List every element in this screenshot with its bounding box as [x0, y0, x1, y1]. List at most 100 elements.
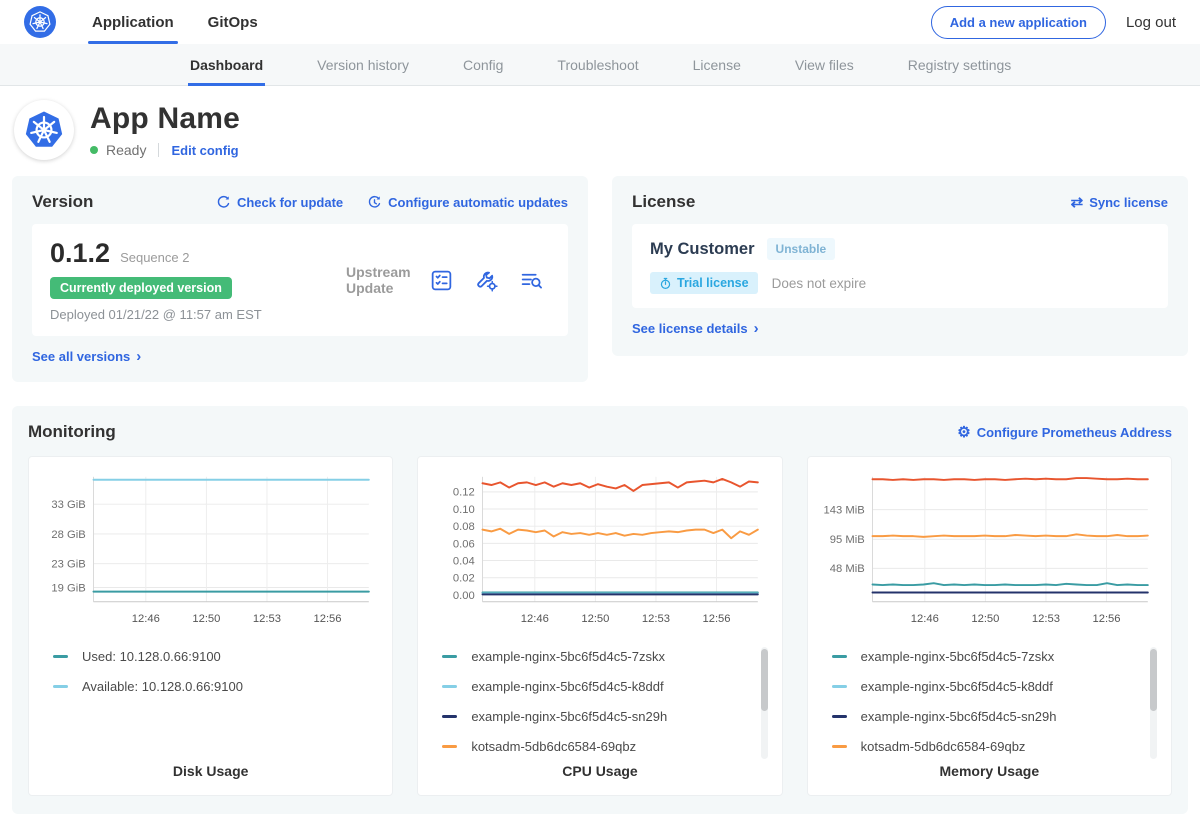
- deployed-timestamp: Deployed 01/21/22 @ 11:57 am EST: [50, 307, 262, 322]
- tab-troubleshoot[interactable]: Troubleshoot: [555, 44, 640, 85]
- legend-label: example-nginx-5bc6f5d4c5-sn29h: [471, 709, 668, 724]
- chevron-right-icon: ›: [136, 348, 142, 365]
- legend-item[interactable]: Used: 10.128.0.66:9100: [53, 649, 360, 664]
- legend-item[interactable]: example-nginx-5bc6f5d4c5-7zskx: [442, 649, 749, 664]
- legend-color-dash-icon: [442, 655, 458, 658]
- cpu-usage-chart-panel: 0.12 0.10 0.08 0.06 0.04 0.02 0.00 12:46 12:50 12…: [417, 456, 783, 796]
- see-license-details-link[interactable]: See license details ›: [632, 321, 759, 336]
- current-version-panel: 0.1.2 Sequence 2 Currently deployed vers…: [32, 224, 568, 336]
- sync-license-label: Sync license: [1089, 194, 1168, 210]
- disk-usage-chart-panel: 33 GiB 28 GiB 23 GiB 19 GiB 12:46 12:50 12:53 1…: [28, 456, 394, 796]
- see-all-versions-link[interactable]: See all versions ›: [32, 349, 141, 364]
- tab-view-files[interactable]: View files: [793, 44, 856, 85]
- tab-license-label: License: [692, 56, 741, 73]
- tab-version-history[interactable]: Version history: [315, 44, 411, 85]
- legend-item[interactable]: example-nginx-5bc6f5d4c5-sn29h: [831, 709, 1139, 724]
- tab-config[interactable]: Config: [461, 44, 505, 85]
- tab-license[interactable]: License: [691, 44, 743, 85]
- top-tab-application-label: Application: [92, 13, 174, 31]
- legend-item[interactable]: example-nginx-5bc6f5d4c5-7zskx: [831, 649, 1139, 664]
- legend-color-dash-icon: [442, 685, 458, 688]
- status-badge: Ready: [106, 142, 147, 158]
- chart-legend: example-nginx-5bc6f5d4c5-7zskx example-ng…: [430, 645, 769, 763]
- check-for-update-link[interactable]: Check for update: [216, 195, 343, 210]
- version-number: 0.1.2: [50, 238, 111, 268]
- top-tab-gitops[interactable]: GitOps: [204, 0, 262, 44]
- legend-label: example-nginx-5bc6f5d4c5-7zskx: [860, 649, 1055, 664]
- tab-version-history-label: Version history: [317, 56, 409, 73]
- status-dot-icon: [90, 146, 98, 154]
- legend-label: example-nginx-5bc6f5d4c5-k8ddf: [471, 679, 664, 694]
- legend-label: kotsadm-5db6dc6584-69qbz: [860, 739, 1026, 754]
- config-wrench-icon[interactable]: [474, 268, 499, 293]
- legend-item[interactable]: example-nginx-5bc6f5d4c5-sn29h: [442, 709, 749, 724]
- svg-text:12:53: 12:53: [253, 613, 281, 625]
- svg-text:0.12: 0.12: [453, 487, 475, 499]
- configure-auto-updates-link[interactable]: Configure automatic updates: [367, 195, 568, 210]
- trial-license-label: Trial license: [677, 276, 749, 290]
- top-tab-application[interactable]: Application: [88, 0, 178, 44]
- version-card-title: Version: [32, 192, 94, 211]
- legend-label: kotsadm-5db6dc6584-69qbz: [471, 739, 637, 754]
- preflight-checks-icon[interactable]: [429, 268, 454, 293]
- tab-dashboard-label: Dashboard: [190, 56, 264, 73]
- configure-prometheus-link[interactable]: ⚙ Configure Prometheus Address: [957, 425, 1172, 440]
- legend-scrollbar-thumb[interactable]: [760, 649, 768, 711]
- svg-text:12:56: 12:56: [313, 613, 341, 625]
- svg-text:0.04: 0.04: [453, 555, 475, 567]
- legend-label: example-nginx-5bc6f5d4c5-sn29h: [860, 709, 1057, 724]
- app-sub-nav: Dashboard Version history Config Trouble…: [0, 44, 1200, 86]
- tab-registry-settings[interactable]: Registry settings: [906, 44, 1013, 85]
- svg-text:12:50: 12:50: [582, 613, 610, 625]
- chart-title: CPU Usage: [562, 763, 638, 779]
- legend-item[interactable]: kotsadm-5db6dc6584-69qbz: [442, 739, 749, 754]
- version-info: 0.1.2 Sequence 2 Currently deployed vers…: [50, 238, 320, 322]
- svg-text:0.10: 0.10: [453, 504, 475, 516]
- legend-color-dash-icon: [831, 655, 847, 658]
- edit-config-link[interactable]: Edit config: [171, 142, 239, 158]
- see-all-versions-label: See all versions: [32, 349, 131, 364]
- svg-text:12:56: 12:56: [703, 613, 731, 625]
- svg-text:12:53: 12:53: [642, 613, 670, 625]
- monitoring-title: Monitoring: [28, 422, 116, 441]
- legend-scrollbar-thumb[interactable]: [1149, 649, 1157, 711]
- svg-text:12:46: 12:46: [132, 613, 160, 625]
- tab-dashboard[interactable]: Dashboard: [188, 44, 266, 86]
- svg-text:95 MiB: 95 MiB: [829, 534, 864, 546]
- deployed-badge: Currently deployed version: [50, 277, 232, 299]
- chevron-right-icon: ›: [753, 320, 759, 337]
- legend-label: example-nginx-5bc6f5d4c5-k8ddf: [860, 679, 1053, 694]
- customer-name: My Customer: [650, 239, 755, 258]
- svg-text:12:50: 12:50: [192, 613, 220, 625]
- legend-item[interactable]: Available: 10.128.0.66:9100: [53, 679, 360, 694]
- chart-legend: Used: 10.128.0.66:9100 Available: 10.128.…: [41, 645, 380, 763]
- trial-license-badge: Trial license: [650, 272, 758, 294]
- legend-label: Used: 10.128.0.66:9100: [82, 649, 221, 664]
- legend-item[interactable]: example-nginx-5bc6f5d4c5-k8ddf: [831, 679, 1139, 694]
- svg-text:48 MiB: 48 MiB: [829, 563, 864, 575]
- svg-text:33 GiB: 33 GiB: [51, 499, 85, 511]
- kubernetes-logo-icon[interactable]: [24, 6, 56, 38]
- version-source-label: Upstream Update: [346, 264, 411, 296]
- tab-troubleshoot-label: Troubleshoot: [557, 56, 639, 73]
- legend-scrollbar[interactable]: [1149, 647, 1157, 759]
- sync-license-link[interactable]: ⇄ Sync license: [1071, 195, 1168, 210]
- legend-color-dash-icon: [53, 655, 68, 658]
- sync-arrows-icon: ⇄: [1070, 193, 1084, 211]
- chart-legend: example-nginx-5bc6f5d4c5-7zskx example-ng…: [820, 645, 1159, 763]
- version-sequence: Sequence 2: [120, 250, 190, 265]
- legend-scrollbar[interactable]: [760, 647, 768, 759]
- monitoring-section: Monitoring ⚙ Configure Prometheus Addres…: [12, 406, 1188, 814]
- tab-view-files-label: View files: [794, 56, 854, 73]
- legend-color-dash-icon: [831, 745, 847, 748]
- gear-icon: ⚙: [957, 423, 971, 441]
- license-expiry: Does not expire: [771, 275, 867, 291]
- legend-item[interactable]: example-nginx-5bc6f5d4c5-k8ddf: [442, 679, 749, 694]
- legend-item[interactable]: kotsadm-5db6dc6584-69qbz: [831, 739, 1139, 754]
- logout-button[interactable]: Log out: [1125, 13, 1176, 31]
- version-card-header: Version Check for update Configure au: [32, 192, 568, 212]
- see-license-details-label: See license details: [632, 321, 748, 336]
- view-files-search-icon[interactable]: [519, 268, 544, 293]
- add-application-button[interactable]: Add a new application: [930, 5, 1106, 39]
- svg-text:19 GiB: 19 GiB: [51, 582, 85, 594]
